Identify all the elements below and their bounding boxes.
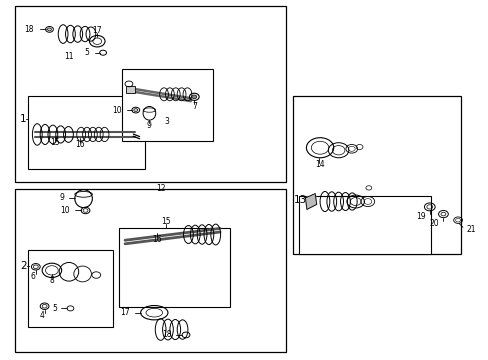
Text: 20: 20 (429, 219, 439, 228)
Text: 11: 11 (64, 52, 74, 61)
Text: 17: 17 (92, 26, 102, 35)
Text: 6: 6 (30, 272, 35, 281)
Bar (119, 228, 229, 307)
Text: 5: 5 (84, 48, 89, 57)
Text: 16: 16 (152, 235, 161, 244)
Bar (126, 86, 135, 93)
Text: 21: 21 (466, 225, 475, 234)
Bar (15, 189, 285, 352)
Text: 10: 10 (60, 206, 70, 215)
Circle shape (47, 28, 51, 31)
Text: 1-: 1- (20, 114, 31, 124)
Bar (27, 250, 113, 327)
Text: 8: 8 (49, 276, 54, 285)
Text: 3: 3 (163, 117, 168, 126)
Text: 12: 12 (156, 184, 165, 193)
Text: 13: 13 (294, 195, 307, 205)
Text: 7: 7 (191, 102, 196, 111)
Bar (27, 96, 144, 169)
Bar (15, 6, 285, 182)
Text: 18: 18 (24, 25, 34, 34)
Text: 2-: 2- (20, 261, 31, 271)
Bar (299, 196, 430, 253)
Polygon shape (305, 194, 316, 210)
Bar (293, 96, 461, 253)
Circle shape (191, 95, 196, 99)
Text: 9: 9 (59, 193, 64, 202)
Text: 17: 17 (120, 308, 130, 317)
Text: 5: 5 (52, 304, 57, 313)
Text: 10: 10 (112, 105, 122, 114)
Text: 15: 15 (50, 138, 60, 147)
Circle shape (134, 109, 138, 112)
Text: 16: 16 (75, 140, 84, 149)
Text: 19: 19 (415, 212, 425, 221)
Text: 4: 4 (40, 311, 44, 320)
Text: 15: 15 (162, 217, 171, 226)
Text: 14: 14 (314, 161, 324, 170)
Bar (122, 69, 213, 140)
Text: 9: 9 (147, 121, 152, 130)
Text: 18: 18 (162, 330, 171, 339)
